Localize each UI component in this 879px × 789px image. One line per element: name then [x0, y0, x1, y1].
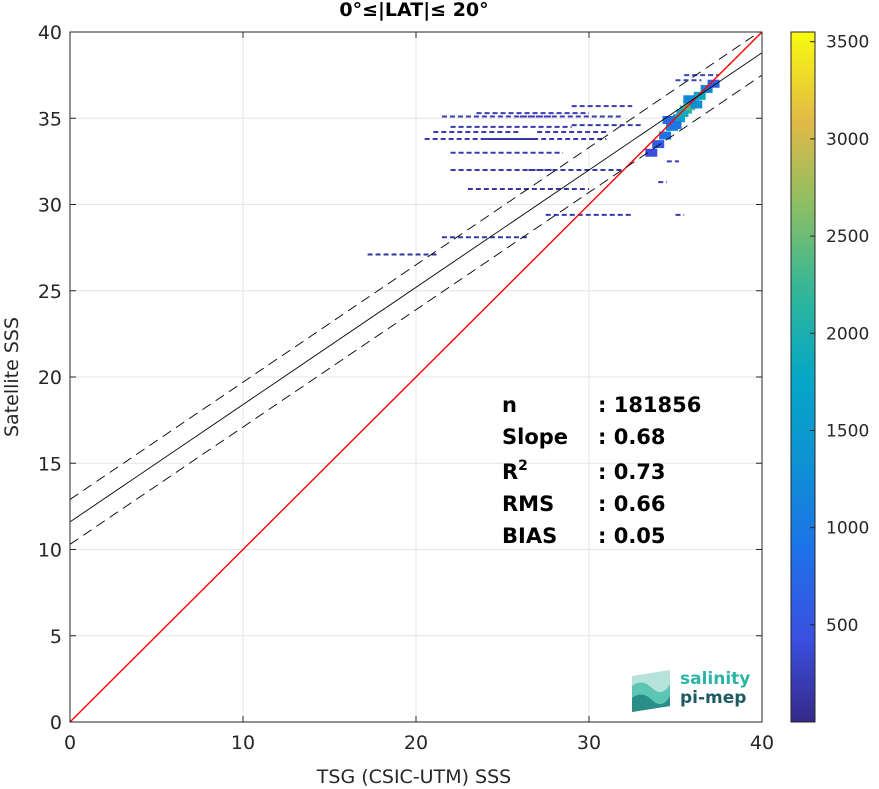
density-cell: [683, 95, 696, 104]
stat-value: : 181856: [598, 393, 701, 417]
density-cell: [672, 114, 685, 123]
colorbar-tick-label: 2000: [826, 324, 869, 344]
y-tick-label: 5: [50, 626, 62, 648]
density-cell: [645, 148, 658, 157]
y-tick-label: 20: [38, 367, 62, 389]
y-tick-label: 0: [50, 712, 62, 734]
colorbar-tick-label: 3500: [826, 33, 869, 53]
wave-logo-icon: [632, 670, 670, 712]
density-cell: [690, 100, 703, 109]
stat-label: BIAS: [502, 524, 557, 548]
line-fit: [70, 52, 762, 523]
logo-text-salinity: salinity: [680, 669, 750, 689]
stat-label: n: [502, 393, 517, 417]
y-tick-label: 10: [38, 540, 62, 562]
density-cell: [652, 140, 665, 149]
colorbar-tick-label: 2500: [826, 227, 869, 247]
density-cell: [669, 121, 682, 130]
colorbar-tick-label: 1000: [826, 519, 869, 539]
density-cell: [707, 79, 720, 88]
chart-title: 0°≤|LAT|≤ 20°: [339, 0, 488, 21]
y-tick-label: 40: [38, 22, 62, 44]
colorbar-tick-label: 500: [826, 616, 858, 636]
line-fit-lower: [70, 74, 762, 545]
x-tick-label: 10: [231, 732, 255, 754]
colorbar: [790, 31, 816, 723]
y-tick-label: 15: [38, 453, 62, 475]
density-points: [367, 74, 720, 256]
density-cell: [693, 91, 706, 100]
density-cell: [676, 109, 689, 118]
stat-value: : 0.05: [598, 524, 666, 548]
stat-label: Slope: [502, 425, 568, 449]
y-tick-label: 25: [38, 281, 62, 303]
y-tick-label: 35: [38, 108, 62, 130]
line-1-1: [70, 32, 762, 722]
regression-lines: [70, 32, 762, 722]
line-fit-upper: [70, 32, 761, 500]
colorbar-tick-label: 3000: [826, 130, 869, 150]
salinity-pimep-logo: salinity pi-mep: [632, 669, 750, 712]
stat-value: : 0.68: [598, 425, 666, 449]
colorbar-ticks: 500 1000 1500 2000 2500 3000 3500: [810, 33, 869, 636]
stat-value: : 0.66: [598, 492, 666, 516]
density-cell: [700, 84, 713, 93]
stat-value: : 0.73: [598, 460, 666, 484]
density-cell: [659, 131, 672, 140]
y-axis-label: Satellite SSS: [1, 317, 23, 437]
x-ticks: 0 10 20 30 40: [64, 32, 774, 754]
logo-text-pimep: pi-mep: [680, 688, 746, 708]
stat-label: RMS: [502, 492, 554, 516]
x-tick-label: 40: [750, 732, 774, 754]
x-axis-label: TSG (CSIC-UTM) SSS: [316, 766, 511, 788]
x-tick-label: 30: [577, 732, 601, 754]
y-tick-label: 30: [38, 195, 62, 217]
colorbar-tick-label: 1500: [826, 421, 869, 441]
y-ticks: 0 5 10 15 20 25 30 35 40: [38, 22, 762, 734]
density-cell: [662, 115, 675, 124]
density-cell: [683, 102, 696, 111]
x-tick-label: 20: [404, 732, 428, 754]
x-tick-label: 0: [64, 732, 76, 754]
